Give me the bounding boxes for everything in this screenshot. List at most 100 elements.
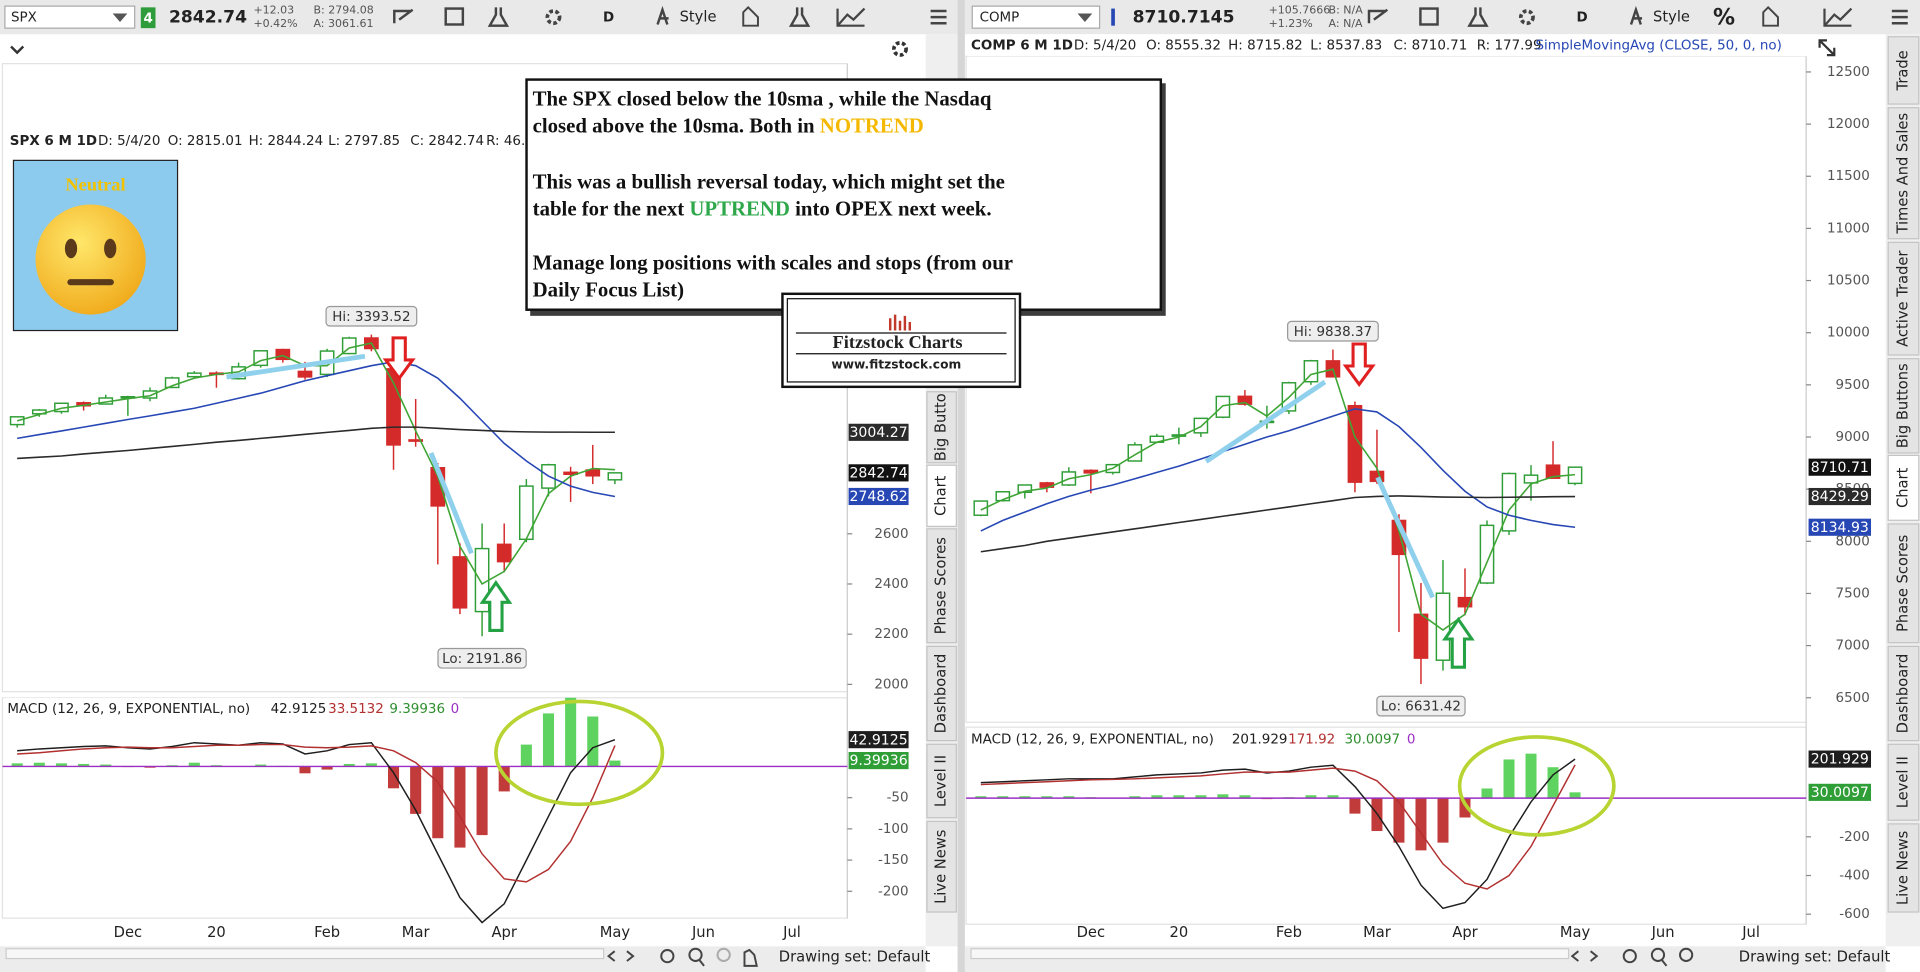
histogram-bar <box>997 796 1009 799</box>
right-scrollbar[interactable] <box>970 948 1570 960</box>
dropdown-arrow[interactable] <box>112 13 128 23</box>
symbol: COMP <box>980 11 1020 26</box>
side-tab[interactable] <box>926 464 957 528</box>
chart-title: COMP 6 M 1D <box>971 38 1073 53</box>
last-price: 2842.74 <box>169 8 247 28</box>
ask: A: 3061.61 <box>313 17 373 30</box>
menu-icon[interactable] <box>930 9 947 25</box>
style-icon[interactable] <box>656 5 669 25</box>
settings-icon[interactable] <box>545 9 562 26</box>
studies-icon[interactable] <box>487 7 510 27</box>
studies-icon[interactable] <box>1467 7 1489 27</box>
style-icon[interactable] <box>1629 5 1643 25</box>
price-badge-label: 3004.27 <box>849 425 907 441</box>
header-field: L: 2797.85 <box>328 134 400 149</box>
candle-body <box>452 556 468 609</box>
left-scrollbar[interactable] <box>5 948 605 960</box>
note-line: Manage long positions with scales and st… <box>533 250 1013 274</box>
x-tick-label: Jun <box>691 924 715 941</box>
collapse-chevron[interactable] <box>10 45 25 55</box>
symbol-box[interactable] <box>4 5 136 29</box>
macd-value: 33.5132 <box>328 702 384 717</box>
note-text: The SPX closed below the 10sma , while t… <box>533 86 1013 301</box>
notes-icon[interactable] <box>1419 7 1439 26</box>
chart-settings-icon[interactable] <box>892 41 908 57</box>
histogram-bar <box>1063 796 1075 799</box>
candle-body <box>1083 469 1099 474</box>
share-icon[interactable] <box>1367 8 1389 24</box>
drawing-icon[interactable] <box>836 7 866 27</box>
header-field: O: 8555.32 <box>1146 38 1221 53</box>
menu-icon[interactable] <box>1891 9 1908 25</box>
candle-body <box>408 439 424 442</box>
percent-toggle[interactable]: % <box>1713 5 1735 30</box>
side-tab[interactable] <box>1887 823 1920 913</box>
histogram-bar <box>1173 795 1185 799</box>
price-badge <box>1808 518 1872 536</box>
price-badge <box>848 464 909 482</box>
side-tab[interactable] <box>1887 36 1920 105</box>
histogram-bar <box>1195 795 1207 799</box>
logo-rules <box>795 332 1007 355</box>
moving-average <box>17 361 616 498</box>
macd-pane <box>965 726 1807 925</box>
share-icon[interactable] <box>393 8 414 24</box>
toolbar-bg <box>0 0 958 35</box>
side-tab[interactable] <box>926 528 957 644</box>
header-field: O: 2815.01 <box>168 134 243 149</box>
histogram-bar <box>1349 798 1361 814</box>
side-tab-label: Big Buttons <box>1894 363 1911 448</box>
candle-body <box>1413 613 1429 659</box>
dropdown-arrow[interactable] <box>1077 13 1093 23</box>
note-segment: into OPEX next week. <box>790 196 992 220</box>
price-badge <box>848 752 909 770</box>
drawing-set[interactable]: Drawing set: Default <box>1739 948 1891 965</box>
drawing-icon[interactable] <box>1823 7 1853 27</box>
price-badge-label: 30.0097 <box>1811 785 1869 801</box>
side-tab[interactable] <box>1887 241 1920 356</box>
x-tick-label: Dec <box>114 924 142 941</box>
side-tab[interactable] <box>1887 743 1920 821</box>
side-tab[interactable] <box>1887 645 1920 742</box>
histogram-bar <box>1503 759 1515 799</box>
histogram-bar <box>299 766 311 774</box>
left-zoom-tools[interactable] <box>607 947 758 967</box>
side-tab[interactable] <box>926 645 957 742</box>
side-tab[interactable] <box>926 391 957 464</box>
candle-body <box>142 390 158 399</box>
style-menu[interactable]: Style <box>1653 9 1690 26</box>
side-tab[interactable] <box>1887 523 1920 644</box>
settings-icon[interactable] <box>1518 9 1535 26</box>
right-zoom-tools[interactable] <box>1570 947 1694 967</box>
candle-body <box>585 469 601 477</box>
y-tick-label: 6500 <box>1836 691 1870 706</box>
left-toolbar: SPX 4 2842.74 +12.03 +0.42% B: 2794.08 A… <box>0 0 958 57</box>
up-arrow <box>479 580 513 632</box>
side-tab[interactable] <box>926 743 957 819</box>
header-field: C: 8710.71 <box>1393 38 1467 53</box>
drawing-set[interactable]: Drawing set: Default <box>779 948 931 965</box>
aggregation[interactable]: D <box>603 11 614 26</box>
side-tab-label: Dashboard <box>1894 654 1911 734</box>
aggregation[interactable]: D <box>1576 11 1587 26</box>
style-menu[interactable]: Style <box>680 9 717 26</box>
side-tab[interactable] <box>1887 454 1920 521</box>
link-badge[interactable] <box>140 7 156 29</box>
cursor-icon[interactable] <box>1762 5 1779 27</box>
symbol-box[interactable] <box>971 5 1101 29</box>
side-tab[interactable] <box>1887 358 1920 454</box>
side-tab-label: Active Trader <box>1894 250 1911 347</box>
notes-icon[interactable] <box>444 7 465 26</box>
header-bg <box>967 728 1421 751</box>
histogram-bar <box>33 762 45 767</box>
bottom-bars: Drawing set: Default Drawing set: Defaul… <box>0 946 1891 972</box>
splitter[interactable] <box>957 0 965 972</box>
side-tab[interactable] <box>1887 107 1920 240</box>
flask-icon[interactable] <box>788 7 811 27</box>
link-number: 4 <box>143 11 152 26</box>
expand-icon[interactable] <box>1818 39 1836 57</box>
cursor-icon[interactable] <box>742 5 759 27</box>
x-tick-label: May <box>600 924 631 941</box>
macd-value: 171.92 <box>1288 732 1335 747</box>
side-tab[interactable] <box>926 820 957 913</box>
